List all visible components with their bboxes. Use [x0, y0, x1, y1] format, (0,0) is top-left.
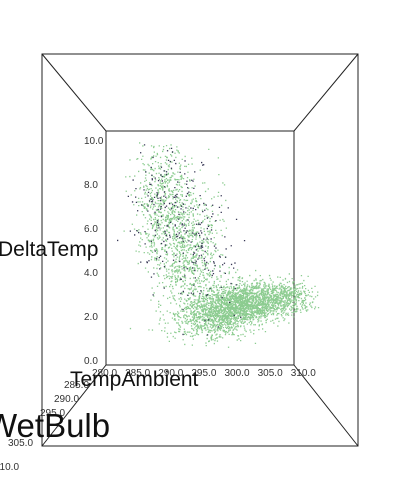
x-axis-ticks: 280.0 285.0 290.0 295.0 300.0 305.0 310.0 [92, 368, 316, 379]
x-tick-label: 305.0 [258, 368, 283, 379]
x-tick-label: 295.0 [191, 368, 216, 379]
z-axis-label: WetBulb [0, 407, 110, 444]
y-tick-label: 10.0 [84, 136, 104, 147]
y-axis-label: DeltaTemp [0, 238, 98, 261]
y-axis-ticks: 0.0 2.0 4.0 6.0 8.0 10.0 [84, 136, 104, 367]
y-tick-label: 2.0 [84, 312, 98, 323]
y-tick-label: 6.0 [84, 224, 98, 235]
x-tick-label: 285.0 [125, 368, 150, 379]
scatter-points [117, 142, 320, 348]
z-tick-label: 305.0 [8, 438, 33, 449]
frame-edge [41, 53, 107, 132]
z-axis-ticks: 285.0 290.0 295.0 305.0 310.0 [0, 380, 89, 473]
z-tick-label: 310.0 [0, 462, 19, 473]
z-tick-label: 295.0 [40, 408, 65, 419]
x-tick-label: 280.0 [92, 368, 117, 379]
x-tick-label: 310.0 [291, 368, 316, 379]
plot-box-frame [41, 53, 359, 447]
z-tick-label: 285.0 [64, 380, 89, 391]
y-tick-label: 8.0 [84, 180, 98, 191]
y-tick-label: 0.0 [84, 356, 98, 367]
frame-edge [41, 364, 107, 447]
x-axis-label: TempAmbient [70, 368, 199, 391]
y-tick-label: 4.0 [84, 268, 98, 279]
frame-edge [293, 53, 359, 132]
inner-frame [105, 130, 295, 366]
frame-edge [293, 364, 359, 447]
z-tick-label: 290.0 [54, 394, 79, 405]
scatter-series-1 [117, 144, 246, 336]
x-tick-label: 300.0 [225, 368, 250, 379]
outer-frame [41, 53, 359, 447]
x-tick-label: 290.0 [158, 368, 183, 379]
scatter-series-0 [123, 142, 320, 348]
